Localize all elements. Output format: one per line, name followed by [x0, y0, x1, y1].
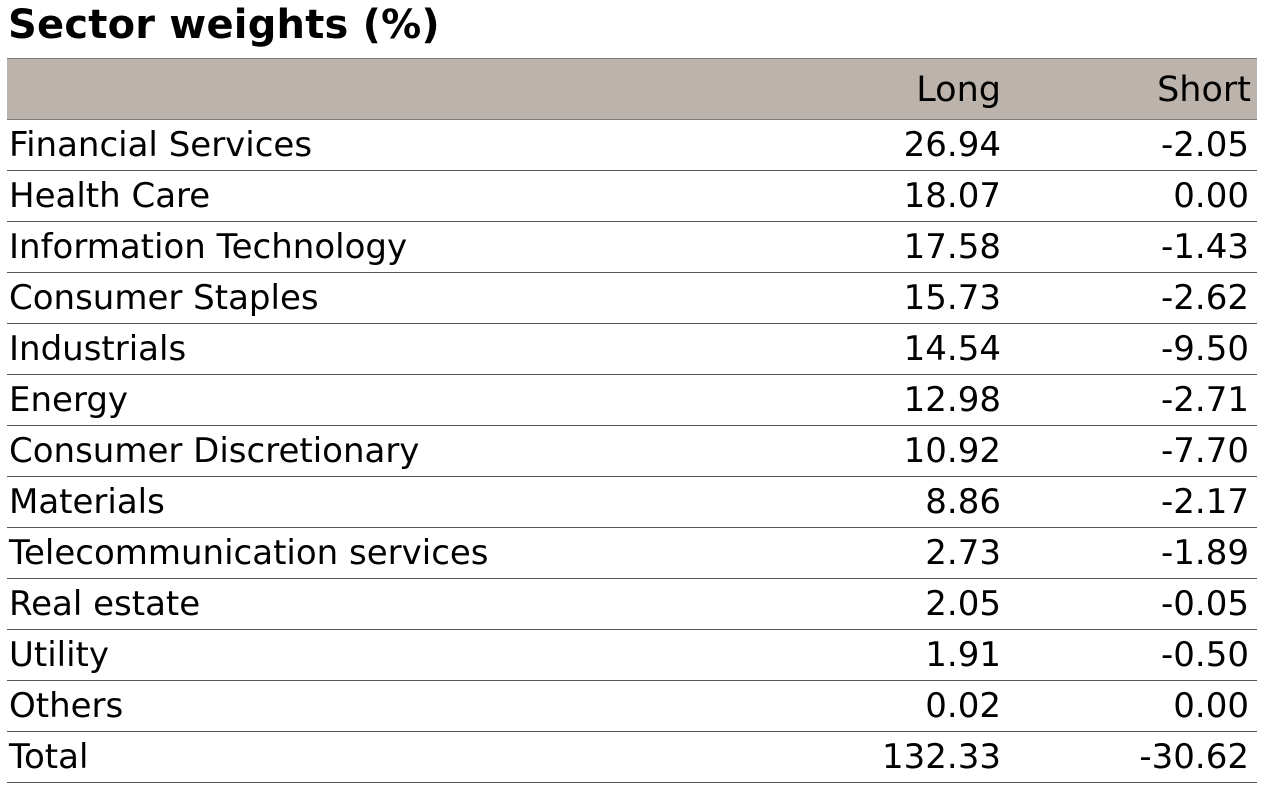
table-row: Energy 12.98 -2.71 [7, 374, 1257, 426]
sector-cell: Energy [7, 374, 767, 426]
table-row: Others 0.02 0.00 [7, 680, 1257, 732]
sector-cell: Information Technology [7, 221, 767, 273]
short-value-cell: -1.43 [1007, 221, 1257, 273]
long-value-cell: 132.33 [767, 731, 1007, 783]
sector-cell: Total [7, 731, 767, 783]
table-row: Telecommunication services 2.73 -1.89 [7, 527, 1257, 579]
sector-weights-table-container: Long Short Financial Services 26.94 -2.05 H… [7, 58, 1257, 783]
table-body: Financial Services 26.94 -2.05 Health Care 1… [7, 119, 1257, 783]
sector-cell: Consumer Discretionary [7, 425, 767, 477]
short-value-cell: -2.71 [1007, 374, 1257, 426]
short-value-cell: -30.62 [1007, 731, 1257, 783]
sector-cell: Utility [7, 629, 767, 681]
long-value-cell: 14.54 [767, 323, 1007, 375]
table-header: Long Short [7, 58, 1257, 120]
long-value-cell: 15.73 [767, 272, 1007, 324]
table-row: Health Care 18.07 0.00 [7, 170, 1257, 222]
table-row: Consumer Staples 15.73 -2.62 [7, 272, 1257, 324]
long-value-cell: 18.07 [767, 170, 1007, 222]
sector-cell: Financial Services [7, 119, 767, 171]
column-header-long: Long [767, 58, 1007, 120]
short-value-cell: 0.00 [1007, 680, 1257, 732]
sector-cell: Industrials [7, 323, 767, 375]
header-row: Long Short [7, 58, 1257, 120]
long-value-cell: 8.86 [767, 476, 1007, 528]
short-value-cell: -2.05 [1007, 119, 1257, 171]
long-value-cell: 0.02 [767, 680, 1007, 732]
table-row: Real estate 2.05 -0.05 [7, 578, 1257, 630]
short-value-cell: -2.62 [1007, 272, 1257, 324]
long-value-cell: 26.94 [767, 119, 1007, 171]
table-row: Materials 8.86 -2.17 [7, 476, 1257, 528]
sector-weights-table: Long Short Financial Services 26.94 -2.05 H… [7, 58, 1257, 783]
short-value-cell: -9.50 [1007, 323, 1257, 375]
short-value-cell: 0.00 [1007, 170, 1257, 222]
short-value-cell: -2.17 [1007, 476, 1257, 528]
total-row: Total 132.33 -30.62 [7, 731, 1257, 783]
sector-cell: Materials [7, 476, 767, 528]
table-title: Sector weights (%) [8, 2, 440, 48]
long-value-cell: 17.58 [767, 221, 1007, 273]
long-value-cell: 1.91 [767, 629, 1007, 681]
sector-cell: Telecommunication services [7, 527, 767, 579]
long-value-cell: 2.73 [767, 527, 1007, 579]
short-value-cell: -0.05 [1007, 578, 1257, 630]
sector-cell: Others [7, 680, 767, 732]
sector-cell: Consumer Staples [7, 272, 767, 324]
short-value-cell: -1.89 [1007, 527, 1257, 579]
long-value-cell: 12.98 [767, 374, 1007, 426]
long-value-cell: 2.05 [767, 578, 1007, 630]
table-row: Financial Services 26.94 -2.05 [7, 119, 1257, 171]
table-row: Consumer Discretionary 10.92 -7.70 [7, 425, 1257, 477]
column-header-sector [7, 58, 767, 120]
sector-cell: Health Care [7, 170, 767, 222]
sector-cell: Real estate [7, 578, 767, 630]
table-row: Information Technology 17.58 -1.43 [7, 221, 1257, 273]
short-value-cell: -7.70 [1007, 425, 1257, 477]
table-row: Industrials 14.54 -9.50 [7, 323, 1257, 375]
table-row: Utility 1.91 -0.50 [7, 629, 1257, 681]
long-value-cell: 10.92 [767, 425, 1007, 477]
column-header-short: Short [1007, 58, 1257, 120]
short-value-cell: -0.50 [1007, 629, 1257, 681]
